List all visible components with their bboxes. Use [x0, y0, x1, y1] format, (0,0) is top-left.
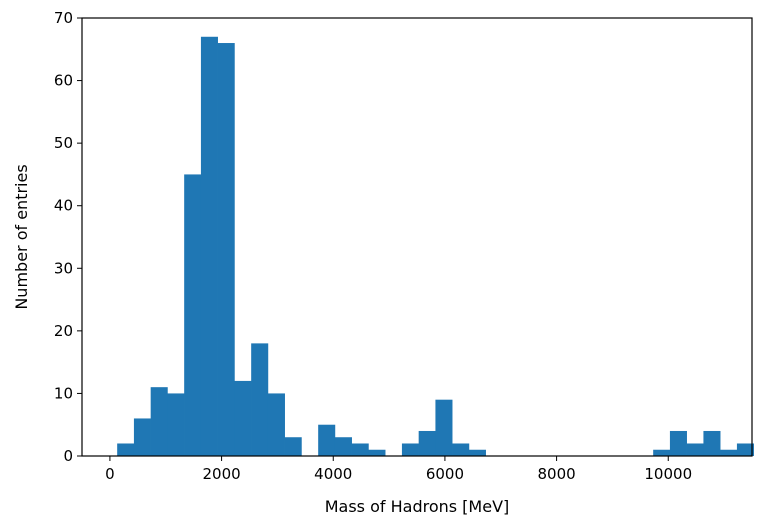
x-tick-label: 8000 [537, 465, 575, 483]
histogram-bar [133, 418, 151, 456]
histogram-bar [334, 437, 352, 456]
y-axis-label: Number of entries [12, 164, 31, 309]
histogram-bar [200, 36, 218, 457]
histogram-bar [267, 393, 285, 456]
x-tick-label: 4000 [314, 465, 352, 483]
histogram-bar [117, 443, 135, 456]
y-axis-ticks: 0 10 20 30 40 50 60 70 [54, 9, 82, 465]
histogram-bar [736, 443, 754, 456]
x-tick-label: 10000 [644, 465, 692, 483]
histogram-bar [686, 443, 704, 456]
x-tick-label: 0 [105, 465, 115, 483]
histogram-bar [669, 430, 687, 456]
histogram-bar [435, 399, 453, 456]
histogram-bar [351, 443, 369, 456]
histogram-bar [418, 430, 436, 456]
histogram-bar [720, 449, 738, 456]
plot-frame [81, 17, 753, 457]
histogram-bar [167, 393, 185, 456]
histogram-bar [703, 430, 721, 456]
histogram-bar [284, 437, 302, 456]
y-tick-label: 30 [54, 259, 73, 277]
histogram-bar [653, 449, 671, 456]
histogram-bar [251, 343, 269, 456]
histogram-bar [150, 387, 168, 456]
x-tick-label: 6000 [426, 465, 464, 483]
histogram-bar [184, 174, 202, 456]
y-tick-label: 0 [63, 447, 73, 465]
x-axis-ticks: 0 2000 4000 6000 8000 10000 [105, 456, 692, 483]
histogram-bar [468, 449, 486, 456]
histogram-bar [318, 424, 336, 456]
y-tick-label: 70 [54, 9, 73, 27]
histogram-bar [368, 449, 386, 456]
y-tick-label: 60 [54, 72, 73, 90]
histogram-bar [217, 43, 235, 457]
x-tick-label: 2000 [202, 465, 240, 483]
x-axis-label: Mass of Hadrons [MeV] [325, 497, 510, 516]
y-tick-label: 20 [54, 322, 73, 340]
y-tick-label: 40 [54, 197, 73, 215]
bars-group [117, 36, 754, 457]
histogram-bar [452, 443, 470, 456]
y-tick-label: 10 [54, 384, 73, 402]
histogram-bar [234, 380, 252, 456]
histogram-bar [401, 443, 419, 456]
y-tick-label: 50 [54, 134, 73, 152]
